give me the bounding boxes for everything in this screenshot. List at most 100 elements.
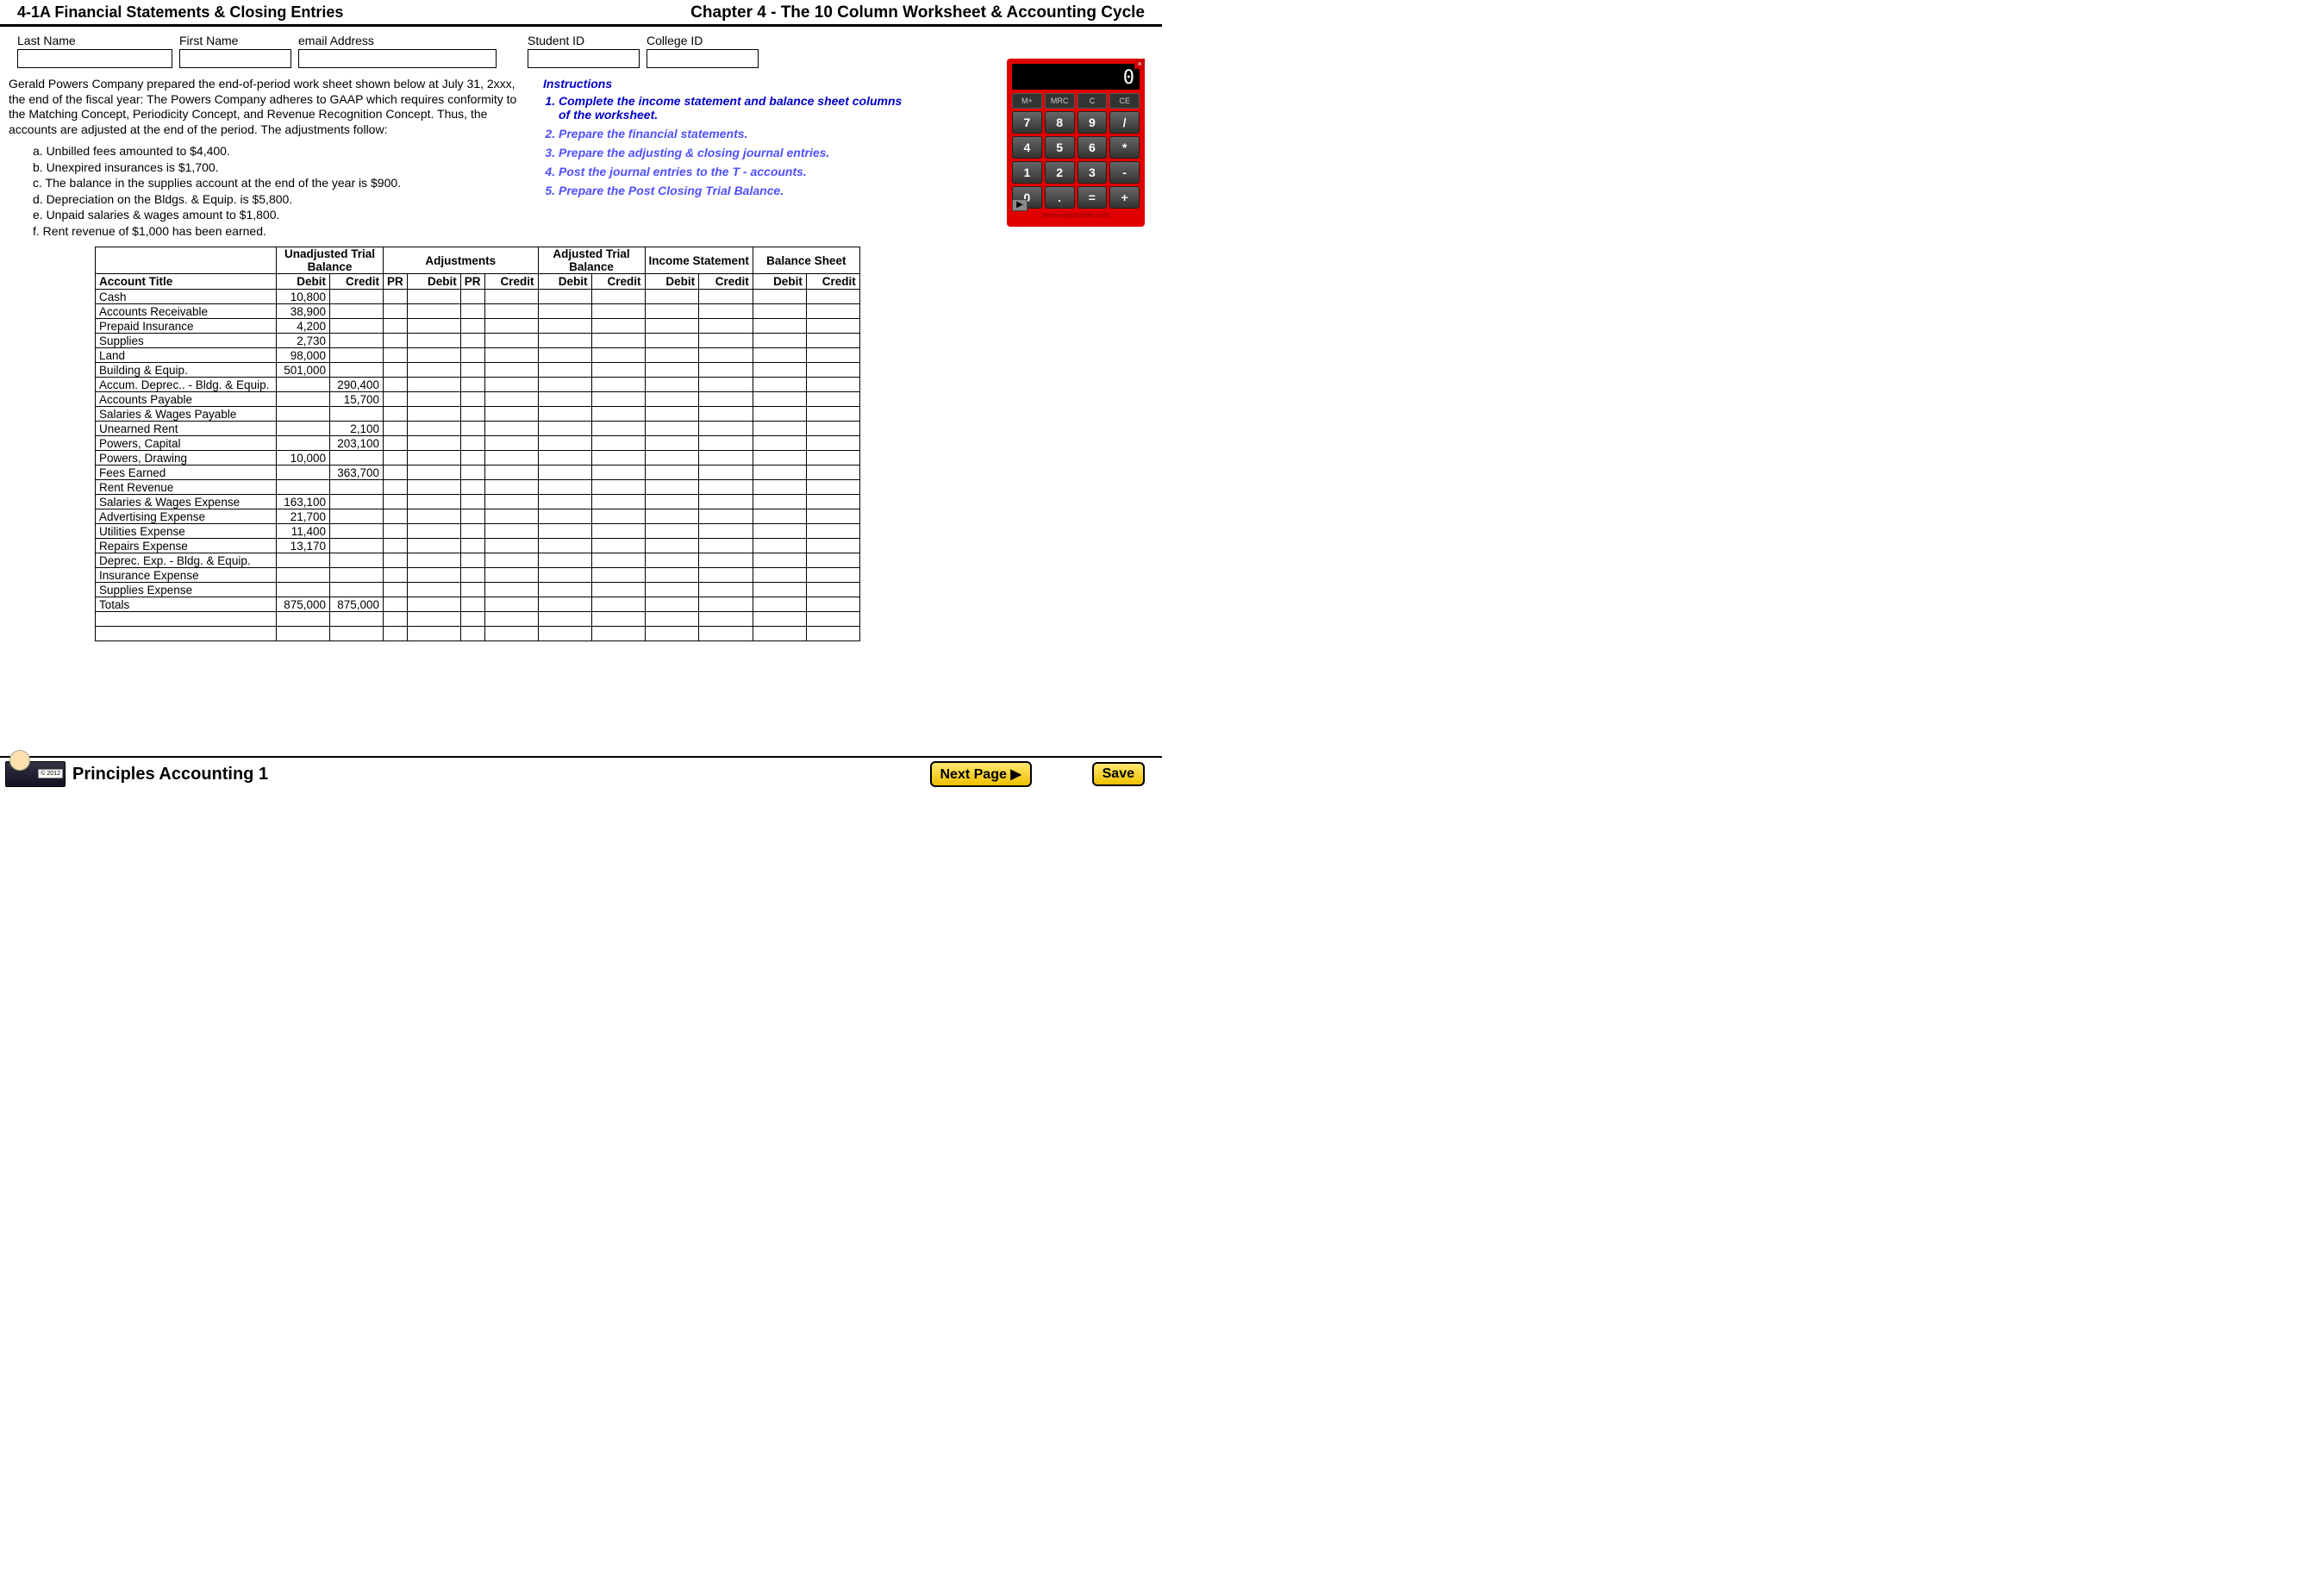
worksheet-cell[interactable]	[753, 627, 806, 641]
worksheet-cell[interactable]	[591, 553, 645, 568]
calc-key-/[interactable]: /	[1109, 111, 1140, 134]
worksheet-cell[interactable]: 875,000	[277, 597, 330, 612]
worksheet-cell[interactable]	[330, 524, 384, 539]
worksheet-cell[interactable]	[407, 319, 460, 334]
worksheet-cell[interactable]	[753, 290, 806, 304]
worksheet-cell[interactable]	[645, 348, 699, 363]
worksheet-cell[interactable]	[384, 612, 408, 627]
worksheet-cell[interactable]	[645, 583, 699, 597]
worksheet-cell[interactable]	[806, 509, 859, 524]
worksheet-cell[interactable]	[277, 583, 330, 597]
worksheet-cell[interactable]	[591, 436, 645, 451]
worksheet-cell[interactable]	[806, 583, 859, 597]
worksheet-cell[interactable]	[484, 392, 538, 407]
worksheet-cell[interactable]	[407, 392, 460, 407]
worksheet-cell[interactable]	[407, 451, 460, 466]
worksheet-cell[interactable]	[753, 392, 806, 407]
worksheet-cell[interactable]: 501,000	[277, 363, 330, 378]
worksheet-cell[interactable]: 203,100	[330, 436, 384, 451]
worksheet-cell[interactable]	[330, 495, 384, 509]
calc-mem-ce[interactable]: CE	[1109, 93, 1140, 109]
form-input-email-address[interactable]	[298, 49, 497, 68]
worksheet-cell[interactable]	[277, 553, 330, 568]
worksheet-cell[interactable]	[484, 363, 538, 378]
worksheet-cell[interactable]	[407, 466, 460, 480]
worksheet-cell[interactable]	[699, 553, 753, 568]
worksheet-cell[interactable]	[484, 524, 538, 539]
worksheet-cell[interactable]	[484, 348, 538, 363]
play-icon[interactable]: ▶	[1012, 199, 1028, 211]
calc-key-3[interactable]: 3	[1078, 161, 1108, 184]
worksheet-cell[interactable]: 15,700	[330, 392, 384, 407]
worksheet-cell[interactable]	[645, 407, 699, 422]
calc-mem-mrc[interactable]: MRC	[1045, 93, 1075, 109]
worksheet-cell[interactable]	[484, 583, 538, 597]
worksheet-cell[interactable]	[645, 509, 699, 524]
worksheet-cell[interactable]	[484, 553, 538, 568]
worksheet-cell[interactable]	[753, 466, 806, 480]
worksheet-cell[interactable]	[407, 612, 460, 627]
worksheet-cell[interactable]	[538, 553, 591, 568]
save-button[interactable]: Save	[1092, 762, 1145, 786]
worksheet-cell[interactable]	[407, 553, 460, 568]
worksheet-cell[interactable]	[407, 290, 460, 304]
worksheet-cell[interactable]	[645, 392, 699, 407]
worksheet-cell[interactable]	[330, 407, 384, 422]
worksheet-cell[interactable]	[330, 627, 384, 641]
worksheet-cell[interactable]	[699, 466, 753, 480]
worksheet-cell[interactable]	[699, 495, 753, 509]
form-input-college-id[interactable]	[647, 49, 759, 68]
worksheet-cell[interactable]	[538, 495, 591, 509]
worksheet-cell[interactable]	[645, 290, 699, 304]
worksheet-cell[interactable]	[806, 451, 859, 466]
worksheet-cell[interactable]	[484, 451, 538, 466]
worksheet-cell[interactable]	[699, 568, 753, 583]
worksheet-cell[interactable]	[330, 290, 384, 304]
worksheet-cell[interactable]	[699, 436, 753, 451]
worksheet-cell[interactable]	[591, 480, 645, 495]
worksheet-cell[interactable]	[538, 451, 591, 466]
worksheet-cell[interactable]	[699, 480, 753, 495]
worksheet-cell[interactable]	[538, 392, 591, 407]
worksheet-cell[interactable]	[753, 451, 806, 466]
worksheet-cell[interactable]	[407, 568, 460, 583]
worksheet-cell[interactable]	[538, 348, 591, 363]
worksheet-cell[interactable]	[538, 539, 591, 553]
worksheet-cell[interactable]	[753, 319, 806, 334]
form-input-first-name[interactable]	[179, 49, 291, 68]
worksheet-cell[interactable]	[645, 480, 699, 495]
worksheet-cell[interactable]	[538, 568, 591, 583]
worksheet-cell[interactable]	[330, 334, 384, 348]
worksheet-cell[interactable]: 163,100	[277, 495, 330, 509]
worksheet-cell[interactable]	[591, 319, 645, 334]
worksheet-cell[interactable]	[699, 304, 753, 319]
worksheet-cell[interactable]: 13,170	[277, 539, 330, 553]
worksheet-cell[interactable]	[484, 466, 538, 480]
worksheet-cell[interactable]	[484, 290, 538, 304]
worksheet-cell[interactable]	[699, 524, 753, 539]
worksheet-cell[interactable]	[806, 568, 859, 583]
worksheet-cell[interactable]	[591, 348, 645, 363]
worksheet-cell[interactable]	[645, 553, 699, 568]
worksheet-cell[interactable]	[96, 627, 277, 641]
worksheet-cell[interactable]	[330, 348, 384, 363]
worksheet-cell[interactable]	[330, 553, 384, 568]
worksheet-cell[interactable]	[538, 509, 591, 524]
worksheet-cell[interactable]	[699, 509, 753, 524]
worksheet-cell[interactable]	[407, 304, 460, 319]
calc-key-4[interactable]: 4	[1012, 136, 1042, 159]
worksheet-cell[interactable]	[460, 627, 484, 641]
worksheet-cell[interactable]	[699, 407, 753, 422]
worksheet-cell[interactable]	[407, 524, 460, 539]
worksheet-cell[interactable]	[277, 422, 330, 436]
worksheet-cell[interactable]	[277, 378, 330, 392]
worksheet-cell[interactable]	[407, 422, 460, 436]
worksheet-cell[interactable]	[591, 334, 645, 348]
worksheet-cell[interactable]	[538, 334, 591, 348]
worksheet-cell[interactable]	[699, 319, 753, 334]
calc-key-6[interactable]: 6	[1078, 136, 1108, 159]
worksheet-cell[interactable]	[753, 509, 806, 524]
worksheet-cell[interactable]	[753, 304, 806, 319]
worksheet-cell[interactable]	[277, 392, 330, 407]
worksheet-cell[interactable]	[484, 304, 538, 319]
